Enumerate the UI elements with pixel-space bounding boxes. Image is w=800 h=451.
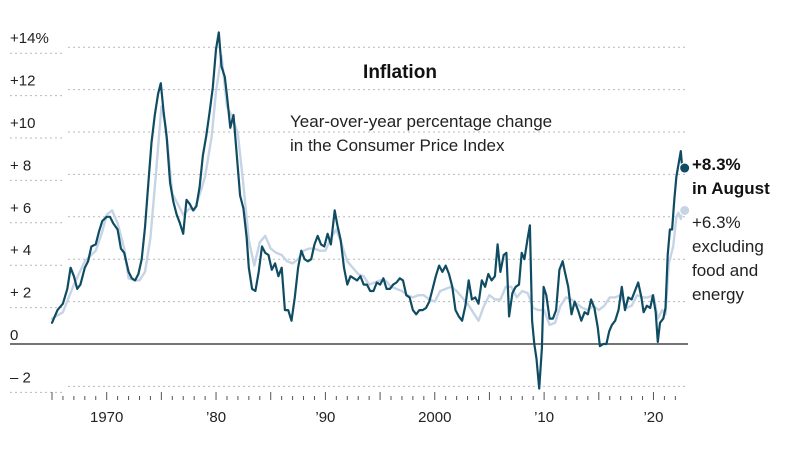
- y-tick-label: +10: [10, 115, 35, 132]
- x-tick-label: ’10: [534, 409, 554, 426]
- x-tick-label: 2000: [418, 409, 451, 426]
- chart-subtitle-line-1: Year-over-year percentage change: [290, 112, 552, 131]
- x-tick-label: ’90: [315, 409, 335, 426]
- chart-subtitle-line-2: in the Consumer Price Index: [290, 136, 505, 155]
- y-tick-label: – 2: [10, 369, 31, 386]
- y-tick-label: + 2: [10, 285, 31, 302]
- y-tick-label: +12: [10, 73, 35, 90]
- core-end-label-line-3: food and: [692, 261, 758, 280]
- series-lines: [50, 31, 691, 390]
- core-end-label-line-2: excluding: [692, 237, 764, 256]
- x-tick-label: ’20: [643, 409, 663, 426]
- headline-end-label-value: +8.3%: [692, 155, 741, 174]
- x-axis-ticks: 1970 ’80 ’90 2000 ’10 ’20: [51, 392, 676, 426]
- x-tick-label: ’80: [206, 409, 226, 426]
- gridlines: [10, 46, 688, 393]
- y-axis-ticks: +14% +12 +10 + 8 + 6 + 4 + 2 0 – 2: [10, 30, 49, 386]
- core-end-label-line-4: energy: [692, 285, 744, 304]
- cpi-headline-series-line: [50, 31, 684, 390]
- y-tick-label: +14%: [10, 30, 49, 47]
- headline-end-label-period: in August: [692, 179, 770, 198]
- cpi-core-endpoint: [679, 204, 691, 216]
- y-tick-label: 0: [10, 327, 18, 344]
- y-tick-label: + 6: [10, 200, 31, 217]
- cpi-core-series-line: [50, 54, 684, 327]
- cpi-headline-endpoint: [679, 162, 691, 174]
- y-tick-label: + 4: [10, 242, 31, 259]
- core-end-label-value: +6.3%: [692, 213, 741, 232]
- x-tick-label: 1970: [90, 409, 123, 426]
- chart-title: Inflation: [363, 62, 437, 83]
- y-tick-label: + 8: [10, 157, 31, 174]
